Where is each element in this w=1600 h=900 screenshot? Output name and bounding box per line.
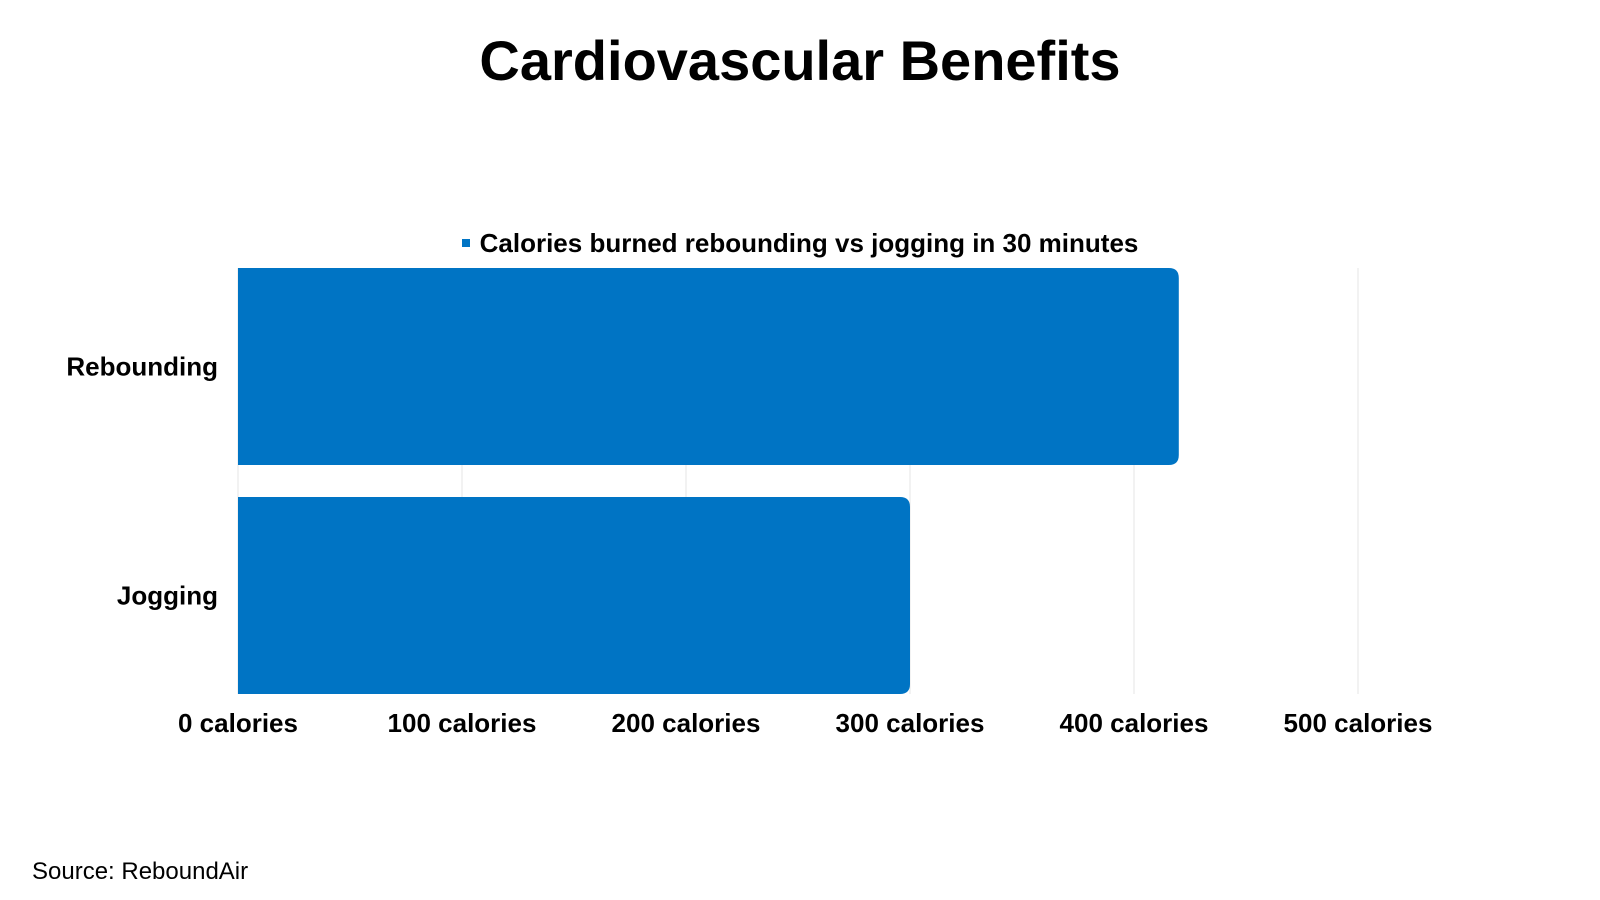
source-note: Source: ReboundAir [32, 858, 249, 885]
x-tick-label-300: 300 calories [836, 708, 985, 738]
legend: Calories burned rebounding vs jogging in… [0, 228, 1600, 259]
category-label-rebounding: Rebounding [66, 352, 218, 382]
bar-rebounding [238, 268, 1179, 465]
x-tick-label-200: 200 calories [612, 708, 761, 738]
x-tick-label-400: 400 calories [1060, 708, 1209, 738]
x-tick-label-100: 100 calories [388, 708, 537, 738]
legend-label: Calories burned rebounding vs jogging in… [479, 228, 1139, 258]
bar-jogging [238, 497, 910, 694]
chart-title: Cardiovascular Benefits [479, 29, 1121, 92]
legend-swatch [461, 239, 470, 248]
x-tick-label-500: 500 calories [1284, 708, 1433, 738]
x-tick-label-0: 0 calories [178, 708, 298, 738]
category-label-jogging: Jogging [117, 581, 218, 611]
